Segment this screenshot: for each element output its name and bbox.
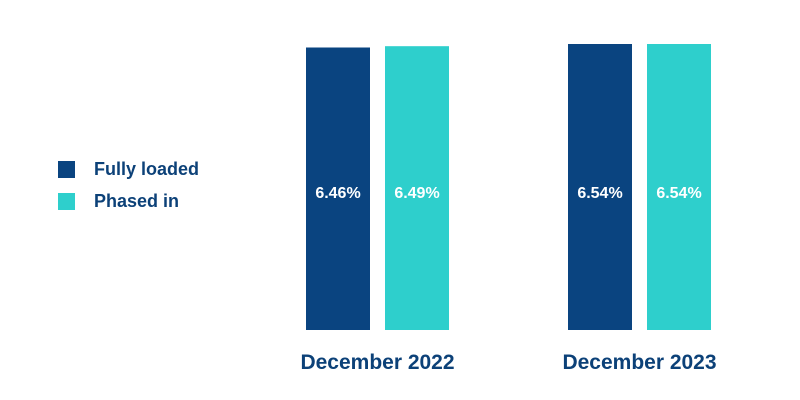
bar-value-label-1-2: 6.49% bbox=[394, 185, 439, 202]
bar-value-label-2-1: 6.54% bbox=[577, 185, 622, 202]
bar-value-label-1-1: 6.46% bbox=[315, 185, 360, 202]
legend-item-fully-loaded: Fully loaded bbox=[58, 158, 199, 180]
legend-item-phased-in: Phased in bbox=[58, 190, 199, 212]
bar-1-1 bbox=[306, 47, 370, 330]
legend-swatch-phased-in bbox=[58, 192, 75, 210]
legend-label-phased-in: Phased in bbox=[94, 190, 180, 211]
bar-2-1 bbox=[568, 44, 632, 330]
bar-2-2 bbox=[647, 44, 711, 330]
category-label-2: December 2023 bbox=[562, 351, 716, 374]
legend: Fully loaded Phased in bbox=[58, 158, 199, 222]
bar-value-label-2-2: 6.54% bbox=[656, 185, 701, 202]
category-label-1: December 2022 bbox=[300, 351, 454, 374]
bar-1-2 bbox=[385, 46, 449, 330]
legend-swatch-fully-loaded bbox=[58, 160, 75, 178]
legend-label-fully-loaded: Fully loaded bbox=[94, 158, 200, 179]
